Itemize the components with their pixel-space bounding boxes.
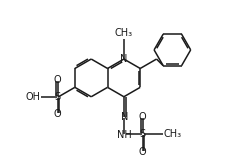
Text: S: S	[55, 92, 61, 102]
Text: N: N	[120, 54, 127, 64]
Text: O: O	[54, 75, 62, 85]
Text: OH: OH	[25, 92, 40, 102]
Text: O: O	[139, 147, 147, 157]
Text: N: N	[120, 112, 128, 122]
Text: CH₃: CH₃	[115, 28, 133, 38]
Text: NH: NH	[116, 130, 131, 140]
Text: O: O	[54, 109, 62, 119]
Text: S: S	[140, 130, 146, 139]
Text: CH₃: CH₃	[163, 130, 181, 139]
Text: O: O	[139, 112, 147, 122]
